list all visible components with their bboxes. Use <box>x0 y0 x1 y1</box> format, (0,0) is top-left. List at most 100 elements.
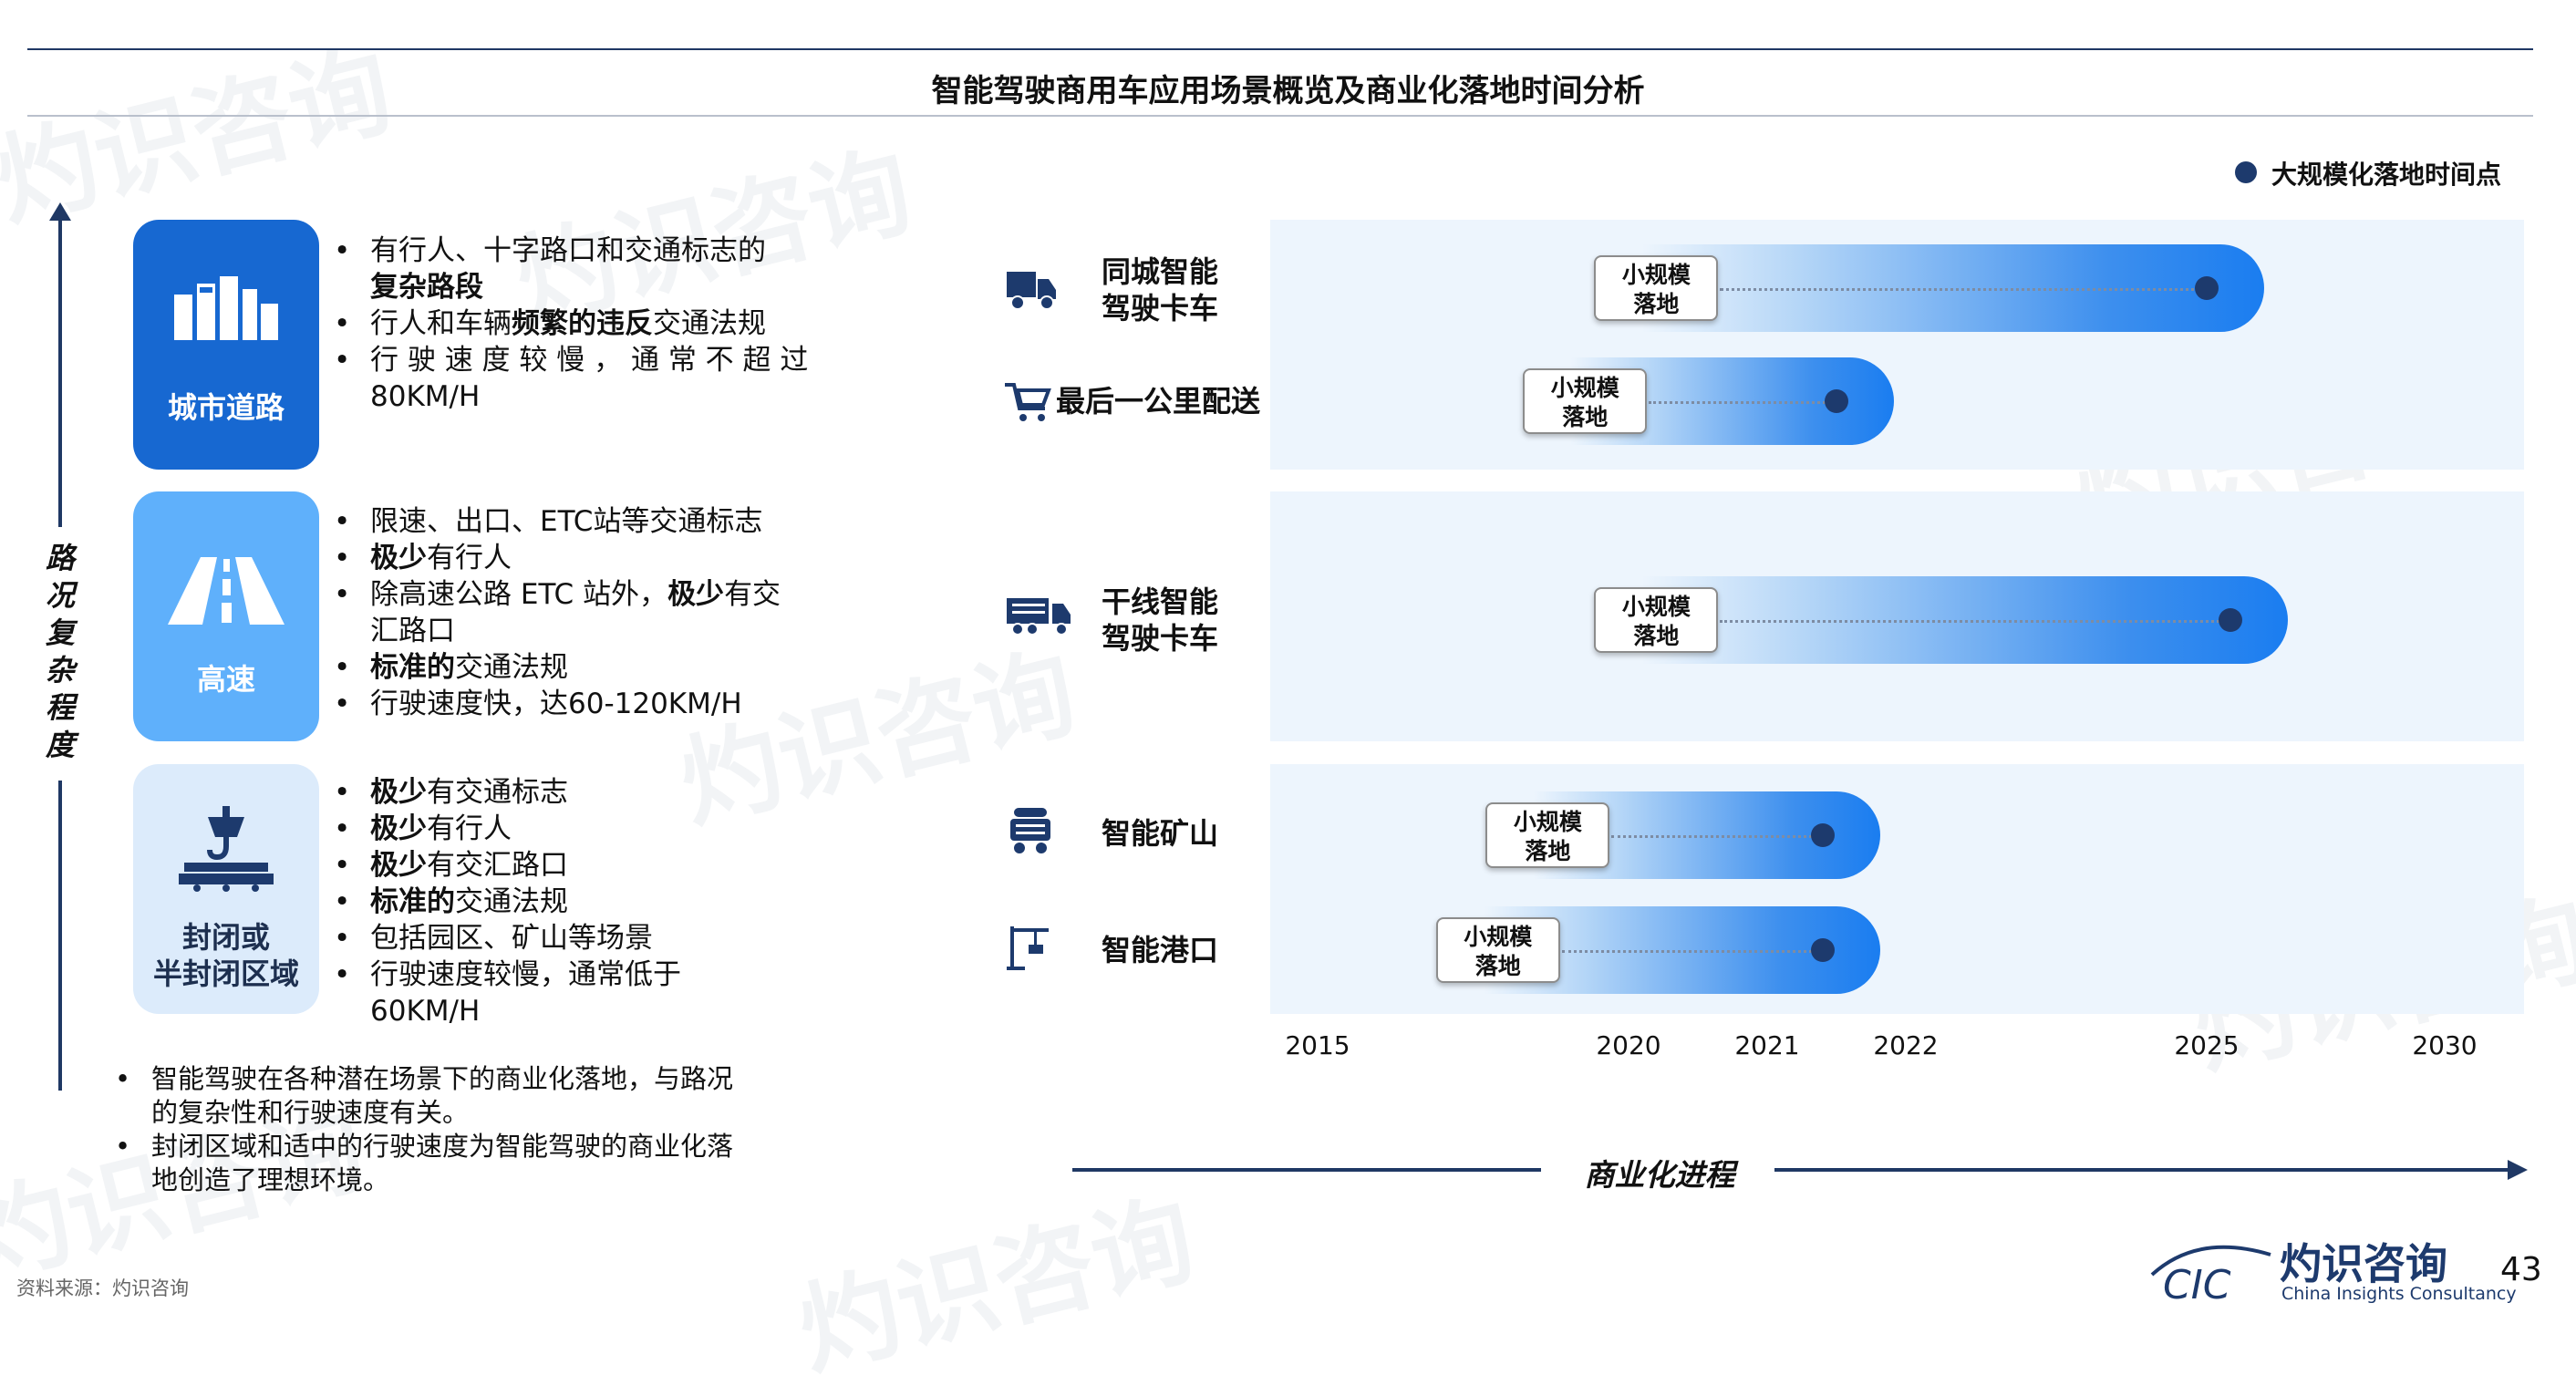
timeline-dotted-line <box>1720 288 2207 291</box>
bullet-line: 包括园区、矿山等场景 <box>370 920 681 957</box>
bullet-item: 极少有行人 <box>334 540 781 576</box>
bullet-text: 60KM/H <box>370 995 481 1028</box>
x-tick-label: 2021 <box>1734 1030 1800 1060</box>
city-buildings-icon <box>174 276 278 340</box>
bullet-item: 极少有行人 <box>334 811 681 847</box>
small-scale-badge-text: 落地 <box>1474 953 1521 979</box>
scenario-bullets-highway: 限速、出口、ETC站等交通标志极少有行人除高速公路 ETC 站外，极少有交汇路口… <box>334 503 781 722</box>
small-scale-badge-text: 小规模 <box>1621 262 1691 288</box>
delivery-truck-icon <box>1007 272 1056 310</box>
highway-road-icon <box>168 557 284 625</box>
bullet-line: 极少有行人 <box>370 540 781 576</box>
large-scale-dot <box>1810 823 1835 847</box>
small-scale-badge: 小规模 落地 <box>1435 917 1560 983</box>
bullet-text: 有行人 <box>427 542 512 574</box>
row-label-line: 驾驶卡车 <box>1102 621 1219 656</box>
timeline-dotted-line <box>1611 835 1823 838</box>
bullet-text: 极少 <box>667 578 725 611</box>
x-tick-label: 2020 <box>1596 1030 1661 1060</box>
source-note: 资料来源：灼识咨询 <box>16 1277 189 1299</box>
row-label-line: 最后一公里配送 <box>1056 384 1261 419</box>
summary-notes: 智能驾驶在各种潜在场景下的商业化落地，与路况的复杂性和行驶速度有关。封闭区域和适… <box>109 1062 775 1197</box>
bullet-text: 80KM/H <box>370 380 481 413</box>
bullet-text: 有行人、十字路口和交通标志的 <box>370 234 766 267</box>
axis-label-char: 度 <box>45 728 75 762</box>
bullet-text: 有交 <box>724 578 781 611</box>
scenario-card-city-road: 城市道路 <box>133 220 319 470</box>
scenario-bullets-closed-area: 极少有交通标志极少有行人极少有交汇路口标准的交通法规包括园区、矿山等场景行驶速度… <box>334 774 681 1029</box>
note-line: 封闭区域和适中的行驶速度为智能驾驶的商业化落 <box>151 1131 734 1162</box>
bullet-text: 极少 <box>370 542 427 574</box>
note-line: 智能驾驶在各种潜在场景下的商业化落地，与路况 <box>151 1063 734 1094</box>
watermark: 灼识咨询 <box>787 1180 1205 1391</box>
small-scale-badge: 小规模 落地 <box>1594 587 1719 653</box>
page-title: 智能驾驶商用车应用场景概览及商业化落地时间分析 <box>931 73 1645 109</box>
row-label-line: 智能矿山 <box>1102 816 1219 851</box>
row-label-last-mile: 最后一公里配送 <box>1056 383 1260 419</box>
axis-label-char: 程 <box>45 690 75 725</box>
bullet-text: 包括园区、矿山等场景 <box>370 922 653 955</box>
scenario-label: 半封闭区域 <box>152 957 299 991</box>
note-line: 的复杂性和行驶速度有关。 <box>151 1097 470 1128</box>
svg-text:CIC: CIC <box>2163 1262 2231 1306</box>
bullet-item: 行驶速度较慢，通常低于 60KM/H <box>334 957 681 1029</box>
bullet-line: 标准的交通法规 <box>370 884 681 920</box>
bullet-text: 标准的 <box>370 651 455 684</box>
bullet-item: 除高速公路 ETC 站外，极少有交汇路口 <box>334 576 781 649</box>
row-label-trunk-truck: 干线智能 驾驶卡车 <box>1102 584 1218 657</box>
axis-label-char: 况 <box>45 578 75 613</box>
bullet-item: 行驶速度快，达60-120KM/H <box>334 686 781 722</box>
note-line: 地创造了理想环境。 <box>151 1164 390 1195</box>
scenario-label: 封闭或 <box>181 920 270 955</box>
x-tick-label: 2022 <box>1873 1030 1939 1060</box>
row-label-mine: 智能矿山 <box>1102 815 1218 852</box>
progress-axis-right <box>1774 1168 2509 1172</box>
bullet-line: 标准的交通法规 <box>370 649 781 686</box>
axis-label-char: 复 <box>45 615 75 650</box>
complexity-axis-label: 路况复杂程度 <box>36 540 84 764</box>
bullet-line: 行人和车辆频繁的违反交通法规 <box>370 305 808 342</box>
row-label-line: 驾驶卡车 <box>1102 291 1219 326</box>
legend-dot-icon <box>2235 161 2257 183</box>
bullet-line: 复杂路段 <box>370 269 808 305</box>
bullet-text: 极少 <box>370 812 427 845</box>
timeline-dotted-line <box>1649 401 1836 404</box>
bullet-line: 限速、出口、ETC站等交通标志 <box>370 503 781 540</box>
axis-label-char: 路 <box>45 541 75 575</box>
row-label-line: 干线智能 <box>1102 584 1219 619</box>
scenario-card-closed-area: 封闭或 半封闭区域 <box>133 764 319 1014</box>
small-scale-badge: 小规模 落地 <box>1594 255 1719 321</box>
small-scale-badge-text: 小规模 <box>1513 809 1582 835</box>
bullet-text: 除高速公路 ETC 站外， <box>370 578 668 611</box>
legend-label: 大规模化落地时间点 <box>2271 160 2502 190</box>
company-logo: CIC 灼识咨询 China Insights Consultancy <box>2143 1227 2517 1309</box>
row-label-port: 智能港口 <box>1102 932 1218 968</box>
bullet-line: 行 驶 速 度 较 慢 ， 通 常 不 超 过 <box>370 342 808 378</box>
x-tick-label: 2015 <box>1285 1030 1350 1060</box>
large-scale-dot <box>1810 938 1835 962</box>
small-scale-badge-text: 小规模 <box>1464 924 1533 950</box>
bullet-line: 有行人、十字路口和交通标志的 <box>370 233 808 269</box>
row-label-line: 智能港口 <box>1102 933 1219 967</box>
bullet-item: 限速、出口、ETC站等交通标志 <box>334 503 781 540</box>
x-tick-label: 2030 <box>2412 1030 2478 1060</box>
bullet-text: 限速、出口、ETC站等交通标志 <box>370 505 763 538</box>
bullet-text: 行人和车辆 <box>370 307 512 340</box>
bullet-line: 除高速公路 ETC 站外，极少有交 <box>370 576 781 613</box>
large-scale-dot <box>2195 276 2219 300</box>
bullet-text: 复杂路段 <box>370 271 483 304</box>
cic-logo-icon: CIC <box>2150 1245 2271 1308</box>
logo-en: China Insights Consultancy <box>2281 1284 2517 1304</box>
bullet-item: 标准的交通法规 <box>334 649 781 686</box>
bullet-item: 包括园区、矿山等场景 <box>334 920 681 957</box>
bullet-text: 极少 <box>370 776 427 809</box>
axis-arrow-up-icon <box>49 202 71 221</box>
page-number: 43 <box>2500 1251 2542 1288</box>
x-tick-label: 2025 <box>2174 1030 2240 1060</box>
header-rule-top <box>27 48 2533 50</box>
row-label-line: 同城智能 <box>1102 254 1219 289</box>
